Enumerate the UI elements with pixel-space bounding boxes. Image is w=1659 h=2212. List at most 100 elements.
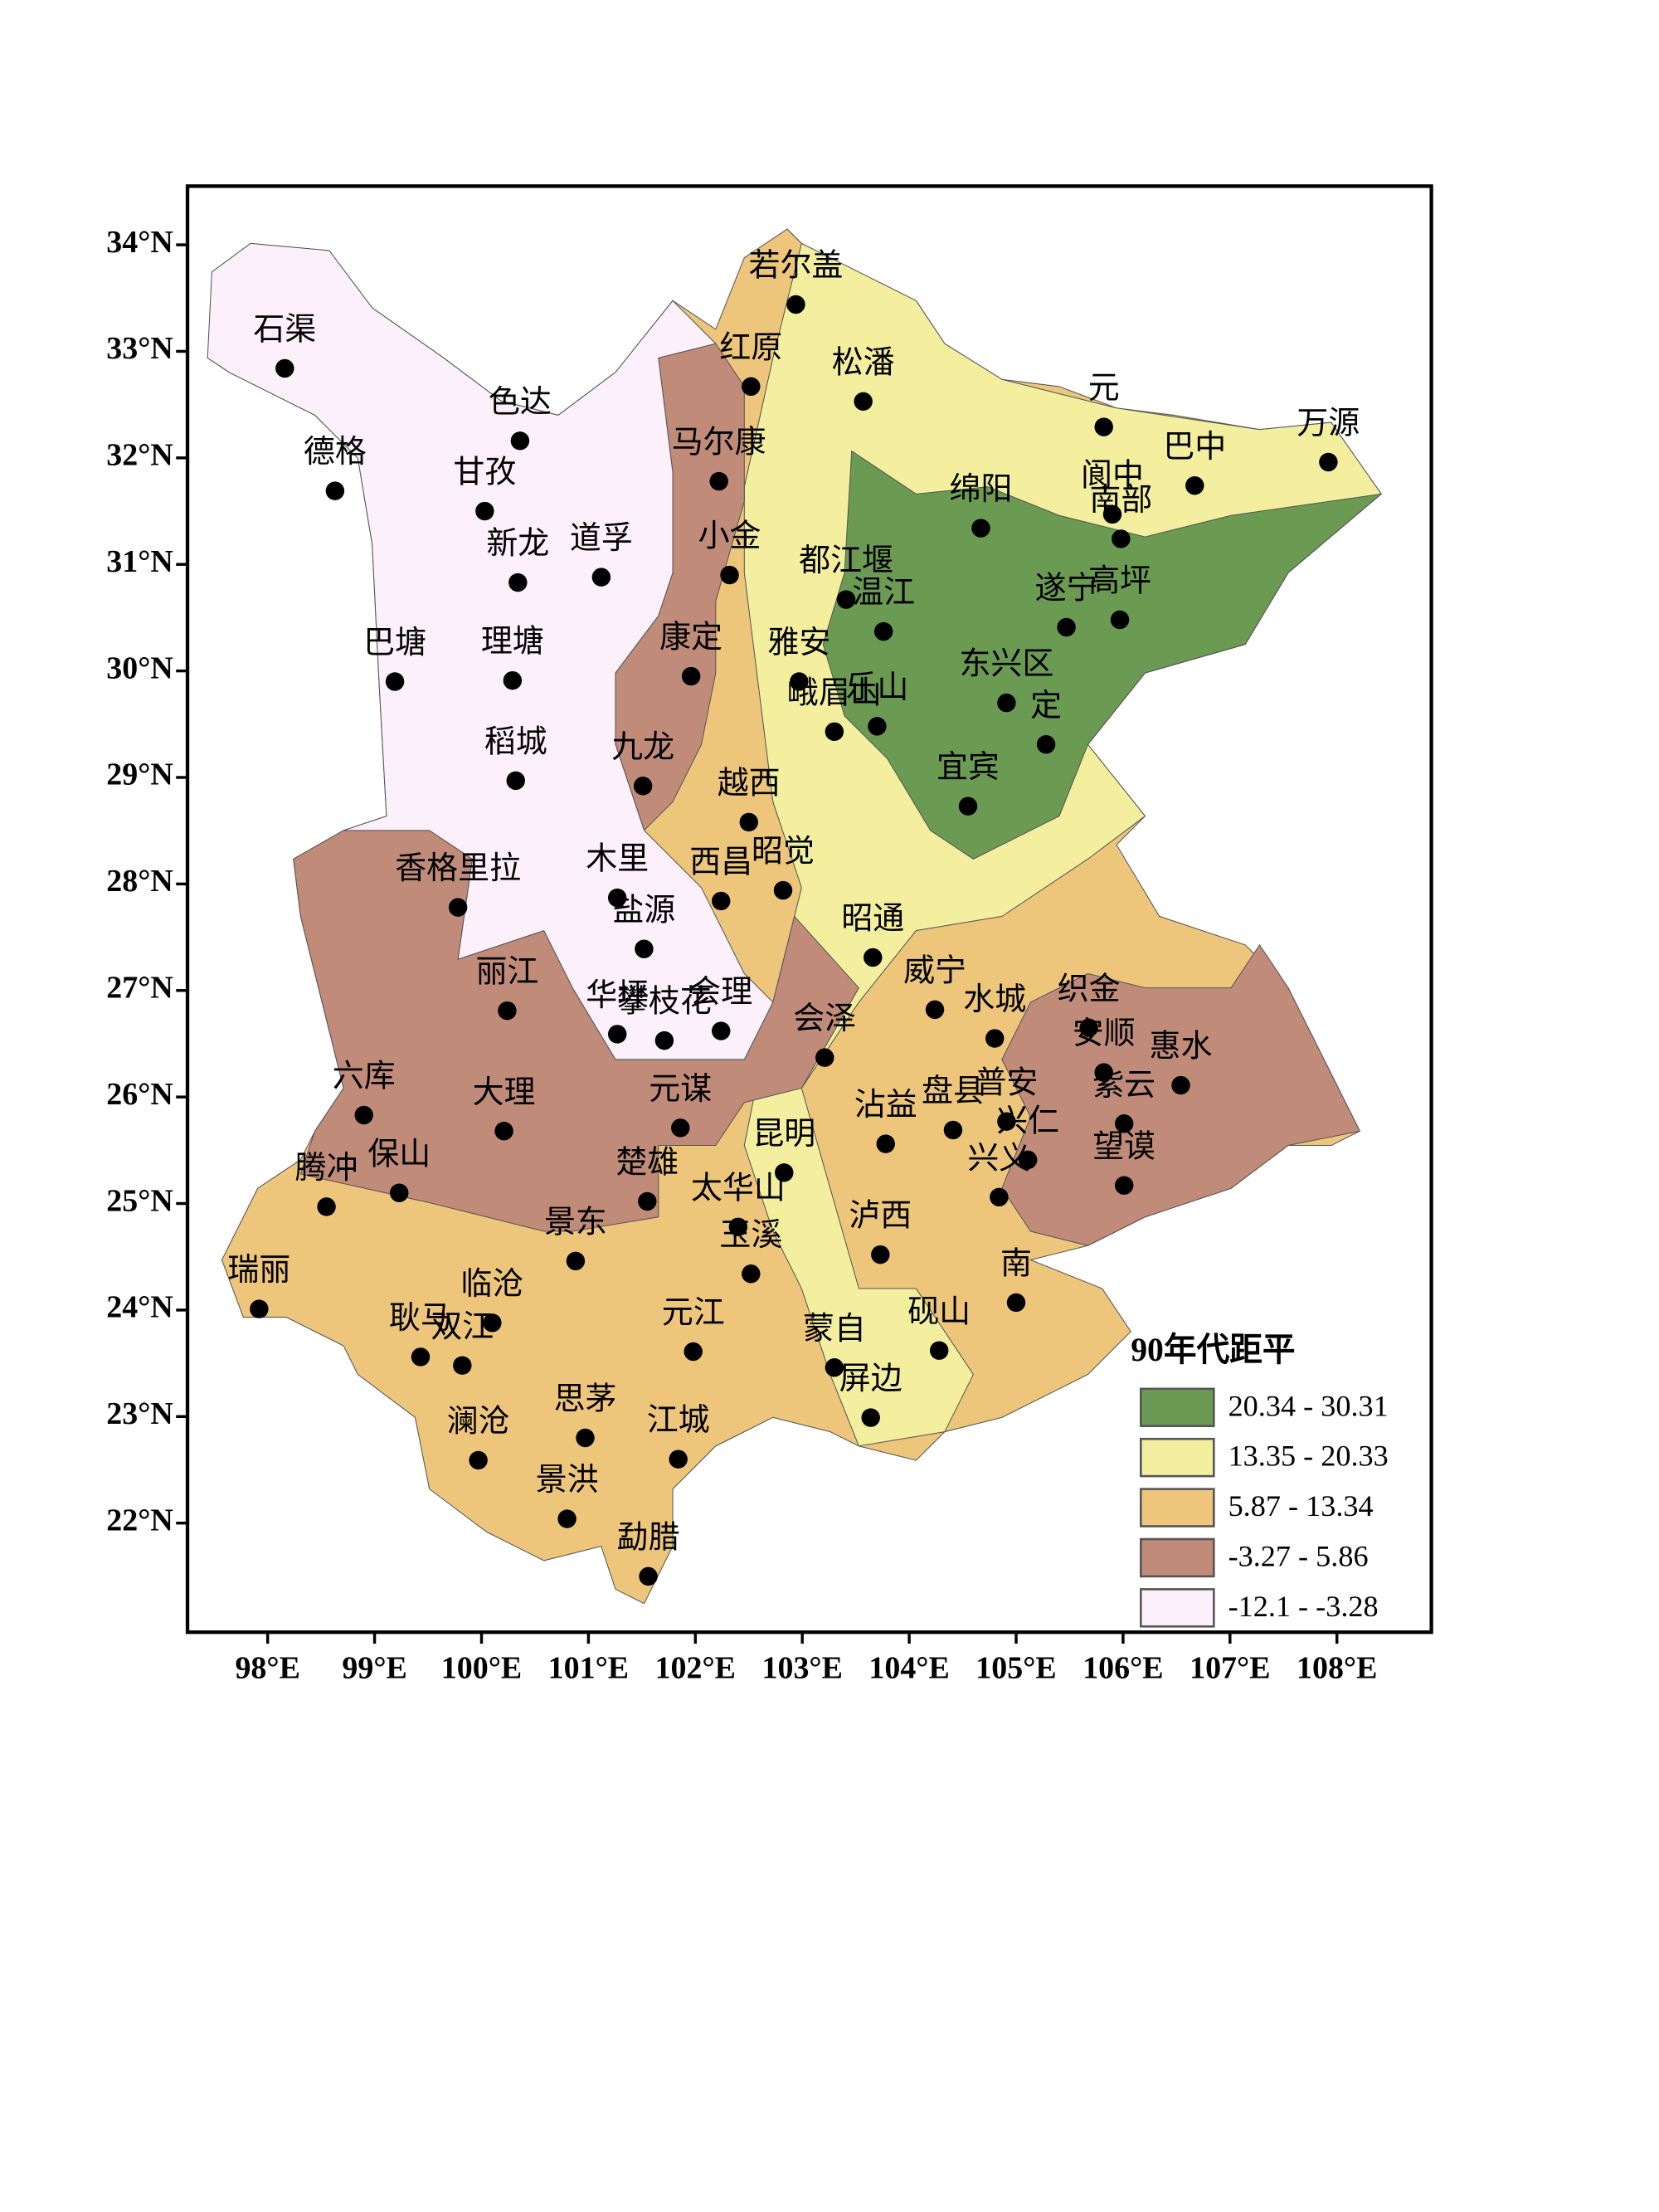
- station-label: 德格: [304, 435, 367, 470]
- station-label: 峨眉山: [787, 675, 882, 710]
- station-label: 若尔盖: [749, 249, 844, 284]
- y-tick-label: 29°N: [106, 758, 173, 792]
- station-label: 东兴区: [959, 647, 1053, 682]
- station-marker: [639, 1566, 658, 1586]
- x-tick-label: 100°E: [441, 1650, 522, 1685]
- station-marker: [775, 1163, 794, 1182]
- station-marker: [873, 621, 893, 641]
- station-marker: [1102, 504, 1122, 524]
- station-marker: [1057, 617, 1076, 637]
- station-label: 太华山: [691, 1171, 786, 1206]
- station-label: 元江: [662, 1296, 725, 1331]
- station-marker: [1094, 1063, 1113, 1082]
- x-tick-label: 98°E: [235, 1650, 299, 1685]
- station-marker: [985, 1029, 1005, 1048]
- station-label: 兴义: [967, 1141, 1030, 1176]
- station-label: 高坪: [1088, 564, 1151, 599]
- station-marker: [607, 1025, 627, 1044]
- station-marker: [876, 1134, 895, 1153]
- station-marker: [1110, 610, 1130, 630]
- regions: [207, 228, 1383, 1605]
- station-label: 马尔康: [672, 426, 766, 460]
- station-label: 甘孜: [453, 456, 516, 490]
- station-label: 玉溪: [719, 1218, 782, 1253]
- y-tick-label: 26°N: [106, 1077, 173, 1112]
- legend-label: 5.87 - 13.34: [1228, 1489, 1374, 1523]
- station-marker: [720, 565, 739, 585]
- region: [822, 450, 1383, 860]
- station-label: 耿马: [389, 1301, 452, 1336]
- station-label: 临沧: [460, 1267, 523, 1302]
- station-label: 织金: [1058, 972, 1121, 1006]
- station-label: 理塘: [481, 625, 544, 660]
- station-label: 石渠: [253, 313, 316, 348]
- x-tick-label: 106°E: [1082, 1650, 1163, 1685]
- station-marker: [411, 1347, 431, 1367]
- x-tick-label: 104°E: [868, 1650, 949, 1685]
- station-label: 大理: [473, 1075, 536, 1110]
- station-marker: [591, 568, 611, 587]
- station-label: 威宁: [903, 953, 966, 988]
- station-marker: [728, 1217, 748, 1237]
- station-label: 会泽: [793, 1001, 856, 1036]
- station-label: 定: [1030, 689, 1062, 724]
- station-marker: [990, 1187, 1009, 1207]
- station-marker: [1185, 476, 1204, 495]
- station-label: 色达: [489, 385, 552, 420]
- station-marker: [997, 1112, 1016, 1131]
- station-label: 小金: [698, 519, 761, 554]
- station-label: 瑞丽: [227, 1253, 290, 1288]
- y-tick-label: 34°N: [106, 225, 173, 260]
- station-label: 蒙自: [803, 1312, 866, 1347]
- y-tick-label: 32°N: [106, 438, 173, 473]
- station-label: 遂宁: [1035, 572, 1098, 607]
- station-label: 保山: [367, 1137, 431, 1172]
- legend-label: 13.35 - 20.33: [1228, 1440, 1389, 1473]
- station-marker: [654, 1030, 674, 1050]
- station-label: 腾冲: [295, 1151, 358, 1186]
- station-marker: [1006, 1293, 1026, 1313]
- station-marker: [498, 1001, 517, 1021]
- station-marker: [868, 717, 887, 736]
- station-label: 普安: [975, 1065, 1038, 1100]
- station-label: 西昌: [689, 845, 752, 880]
- station-label: 勐腊: [617, 1520, 680, 1555]
- y-tick-label: 22°N: [106, 1503, 173, 1537]
- station-label: 道孚: [570, 521, 633, 556]
- station-marker: [469, 1450, 488, 1470]
- station-label: 温江: [852, 576, 915, 611]
- station-marker: [790, 672, 809, 691]
- station-label: 兴仁: [996, 1104, 1059, 1138]
- station-marker: [250, 1299, 269, 1318]
- station-marker: [635, 939, 654, 958]
- station-marker: [825, 1358, 844, 1377]
- station-marker: [997, 693, 1016, 713]
- station-marker: [786, 295, 805, 314]
- station-marker: [390, 1183, 409, 1202]
- y-tick-label: 24°N: [106, 1290, 173, 1325]
- station-marker: [510, 431, 530, 451]
- station-marker: [557, 1509, 577, 1528]
- station-marker: [1018, 1150, 1038, 1170]
- station-marker: [275, 358, 294, 378]
- station-marker: [815, 1048, 834, 1067]
- station-marker: [925, 1000, 945, 1020]
- station-marker: [825, 722, 844, 742]
- y-tick-label: 28°N: [106, 864, 173, 899]
- station-marker: [503, 670, 523, 690]
- station-label: 元谋: [649, 1072, 712, 1107]
- station-marker: [508, 572, 528, 592]
- station-marker: [739, 812, 758, 832]
- station-label: 新龙: [486, 527, 549, 562]
- station-label: 泸西: [849, 1199, 912, 1234]
- station-marker: [576, 1428, 595, 1448]
- station-label: 巴中: [1163, 430, 1226, 465]
- station-marker: [712, 1021, 731, 1040]
- legend-swatch: [1140, 1387, 1215, 1427]
- station-label: 楚雄: [615, 1146, 679, 1181]
- station-marker: [317, 1197, 336, 1216]
- station-label: 攀枝花: [617, 985, 712, 1020]
- axis-ticks: 34°N 33°N 32°N 31°N 30°N 29°N 28°N 27°N 26°N 25°N…: [106, 225, 1377, 1686]
- y-tick-label: 27°N: [106, 970, 173, 1005]
- station-marker: [742, 1264, 761, 1284]
